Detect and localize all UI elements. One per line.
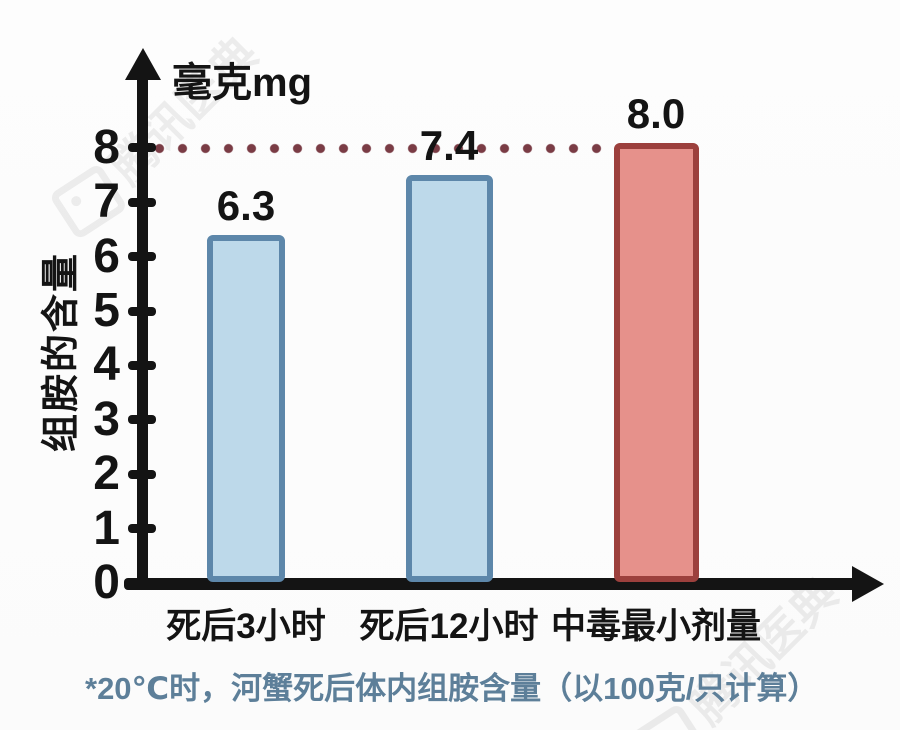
y-tick-label: 2 (93, 447, 120, 501)
y-tick-mark (128, 469, 156, 479)
y-tick-mark (128, 415, 156, 425)
y-tick-label: 3 (93, 392, 120, 446)
bar-value-label: 8.0 (626, 89, 686, 137)
y-tick-label: 6 (93, 229, 120, 283)
y-axis-unit-label: 毫克mg (172, 61, 312, 105)
y-tick-mark (128, 306, 156, 316)
bar-value-label: 6.3 (216, 182, 276, 230)
y-tick-mark (128, 252, 156, 262)
y-tick-mark (128, 143, 156, 153)
chart-footnote: *20℃时，河蟹死后体内组胺含量（以100克/只计算） (85, 671, 819, 706)
x-category-label: 死后3小时 (166, 607, 326, 646)
y-axis-line (137, 70, 148, 590)
reference-dotted-line (148, 143, 612, 154)
bar (405, 175, 493, 582)
bar (613, 142, 699, 582)
bar-value-label: 7.4 (419, 122, 479, 170)
y-tick-mark (128, 524, 156, 534)
y-tick-label: 1 (93, 501, 120, 555)
y-tick-label: 7 (93, 175, 120, 229)
y-tick-mark (128, 197, 156, 207)
y-tick-label: 4 (93, 338, 120, 392)
y-tick-label: 0 (93, 556, 120, 609)
y-axis-arrow-icon (125, 48, 161, 80)
y-tick-mark (128, 360, 156, 370)
x-axis-arrow-icon (852, 566, 884, 602)
x-category-label: 死后12小时 (359, 607, 539, 646)
y-tick-label: 8 (93, 120, 120, 174)
y-tick-label: 5 (93, 284, 120, 337)
bar (207, 235, 285, 582)
x-category-label: 中毒最小剂量 (550, 607, 762, 646)
